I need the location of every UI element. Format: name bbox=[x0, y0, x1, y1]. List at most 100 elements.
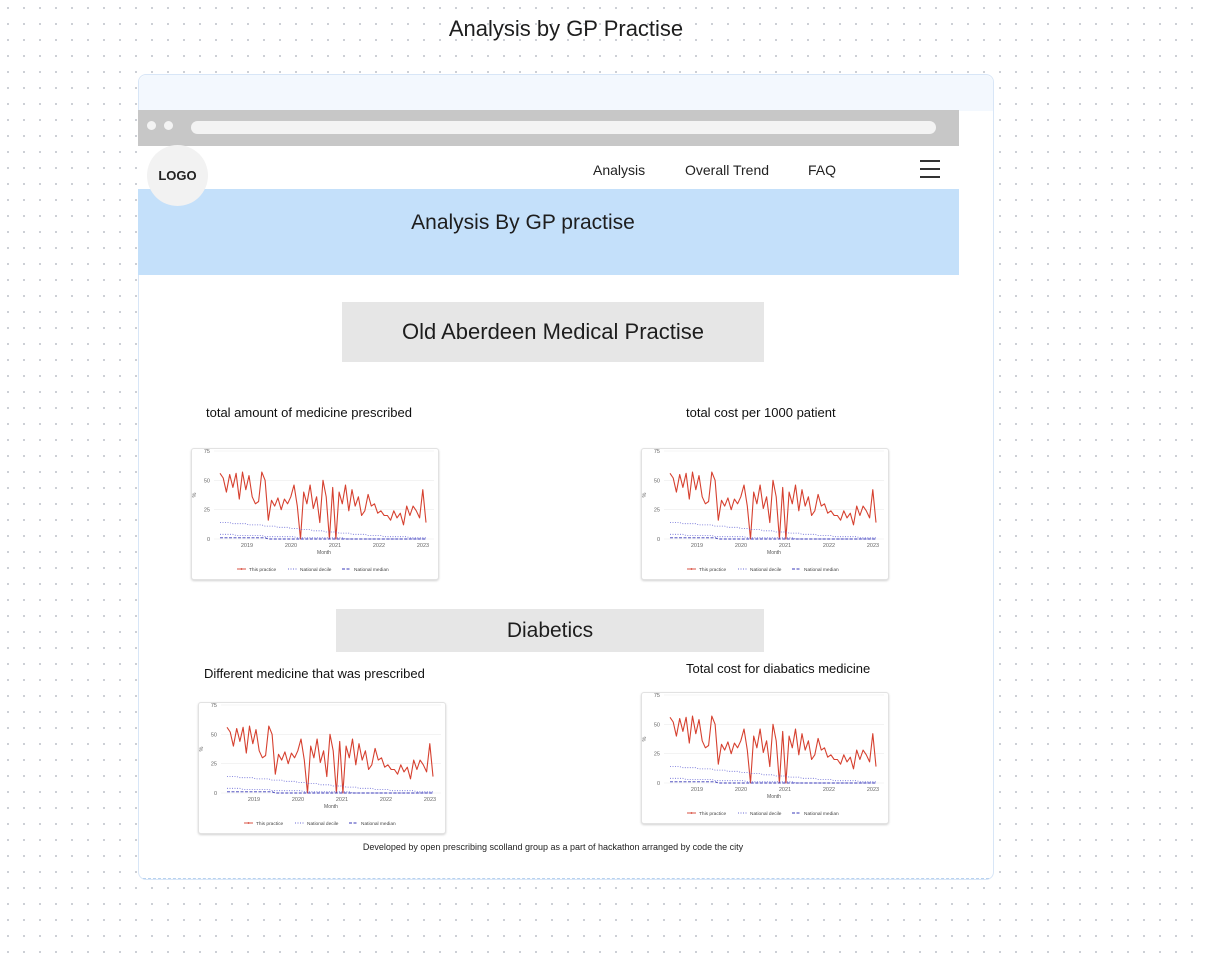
legend-label: This practice bbox=[256, 821, 284, 827]
legend-label: This practice bbox=[699, 811, 727, 817]
series-line bbox=[670, 781, 876, 784]
x-axis-label: Month bbox=[324, 804, 338, 810]
legend-label: National median bbox=[361, 821, 396, 827]
x-tick-label: 2020 bbox=[285, 543, 297, 549]
line-chart: 0 25 50 75% 2019 2020 2021 2022 2023 Month This pr… bbox=[199, 703, 441, 827]
series-line bbox=[220, 537, 426, 540]
nav-overall-trend[interactable]: Overall Trend bbox=[685, 162, 770, 178]
legend-label: National median bbox=[804, 811, 839, 817]
chart-card-medicine-amount: 0 25 50 75% 2019 2020 2021 2022 2023 Month This pr… bbox=[191, 448, 439, 580]
window-dot-icon bbox=[164, 121, 173, 130]
legend-label: National decile bbox=[750, 811, 782, 817]
x-tick-label: 2019 bbox=[691, 543, 703, 549]
x-tick-label: 2020 bbox=[735, 543, 747, 549]
line-chart: 0 25 50 75% 2019 2020 2021 2022 2023 Month This pr… bbox=[642, 693, 884, 817]
x-axis-label: Month bbox=[767, 794, 781, 800]
legend-label: This practice bbox=[699, 567, 727, 573]
y-tick-label: 0 bbox=[214, 791, 217, 797]
y-tick-label: 0 bbox=[657, 781, 660, 787]
chart-label: total cost per 1000 patient bbox=[686, 405, 836, 420]
legend-label: National decile bbox=[307, 821, 339, 827]
y-axis-label: % bbox=[642, 492, 648, 497]
y-tick-label: 50 bbox=[654, 478, 660, 484]
frame-title: Analysis by GP Practise bbox=[448, 16, 684, 41]
y-tick-label: 50 bbox=[211, 732, 217, 738]
y-tick-label: 50 bbox=[204, 478, 210, 484]
y-tick-label: 75 bbox=[654, 449, 660, 455]
x-tick-label: 2019 bbox=[241, 543, 253, 549]
hero-title: Analysis By GP practise bbox=[411, 211, 635, 234]
x-tick-label: 2022 bbox=[373, 543, 385, 549]
y-tick-label: 75 bbox=[654, 693, 660, 699]
legend-marker bbox=[690, 812, 693, 814]
x-tick-label: 2021 bbox=[329, 543, 341, 549]
legend-marker bbox=[690, 568, 693, 570]
x-axis-label: Month bbox=[767, 550, 781, 556]
series-line bbox=[219, 471, 427, 540]
x-tick-label: 2020 bbox=[735, 787, 747, 793]
y-tick-label: 25 bbox=[654, 508, 660, 514]
x-tick-label: 2022 bbox=[380, 797, 392, 803]
line-chart: 0 25 50 75% 2019 2020 2021 2022 2023 Month This pr… bbox=[642, 449, 884, 573]
chart-label: total amount of medicine prescribed bbox=[206, 405, 412, 420]
hamburger-menu-icon[interactable] bbox=[920, 160, 940, 178]
x-tick-label: 2019 bbox=[248, 797, 260, 803]
x-tick-label: 2021 bbox=[779, 787, 791, 793]
legend-label: National decile bbox=[750, 567, 782, 573]
series-line bbox=[670, 537, 876, 540]
chart-card-diabetic-cost: 0 25 50 75% 2019 2020 2021 2022 2023 Month This pr… bbox=[641, 692, 889, 824]
y-tick-label: 75 bbox=[204, 449, 210, 455]
navbar: Analysis Overall Trend FAQ bbox=[138, 146, 959, 189]
x-axis-label: Month bbox=[317, 550, 331, 556]
window-dot-icon bbox=[147, 121, 156, 130]
url-bar[interactable] bbox=[191, 121, 936, 134]
series-line bbox=[220, 522, 426, 539]
y-tick-label: 0 bbox=[657, 537, 660, 543]
legend-label: National median bbox=[354, 567, 389, 573]
legend-label: National decile bbox=[300, 567, 332, 573]
section-title-diabetics: Diabetics bbox=[336, 609, 764, 652]
y-tick-label: 50 bbox=[654, 722, 660, 728]
practice-title: Old Aberdeen Medical Practise bbox=[342, 302, 764, 362]
legend-label: This practice bbox=[249, 567, 277, 573]
series-line bbox=[227, 791, 433, 794]
x-tick-label: 2023 bbox=[424, 797, 436, 803]
browser-bar bbox=[138, 110, 959, 146]
x-tick-label: 2022 bbox=[823, 787, 835, 793]
chart-card-different-medicine: 0 25 50 75% 2019 2020 2021 2022 2023 Month This pr… bbox=[198, 702, 446, 834]
footer-credit: Developed by open prescribing scolland g… bbox=[362, 842, 744, 852]
line-chart: 0 25 50 75% 2019 2020 2021 2022 2023 Month This pr… bbox=[192, 449, 434, 573]
x-tick-label: 2021 bbox=[779, 543, 791, 549]
canvas-top-band bbox=[139, 75, 993, 111]
logo[interactable]: LOGO bbox=[147, 145, 208, 206]
y-axis-label: % bbox=[199, 746, 205, 751]
series-line bbox=[670, 522, 876, 539]
series-line bbox=[227, 776, 433, 793]
x-tick-label: 2022 bbox=[823, 543, 835, 549]
legend-marker bbox=[240, 568, 243, 570]
chart-card-cost-per-1000: 0 25 50 75% 2019 2020 2021 2022 2023 Month This pr… bbox=[641, 448, 889, 580]
y-tick-label: 25 bbox=[204, 508, 210, 514]
canvas-bottom-edge bbox=[143, 878, 989, 879]
x-tick-label: 2021 bbox=[336, 797, 348, 803]
y-tick-label: 75 bbox=[211, 703, 217, 709]
x-tick-label: 2023 bbox=[867, 787, 879, 793]
y-tick-label: 25 bbox=[654, 752, 660, 758]
legend-marker bbox=[247, 822, 250, 824]
y-axis-label: % bbox=[192, 492, 198, 497]
series-line bbox=[669, 471, 877, 540]
hero-banner: Analysis By GP practise bbox=[138, 189, 959, 275]
x-tick-label: 2023 bbox=[867, 543, 879, 549]
y-axis-label: % bbox=[642, 736, 648, 741]
x-tick-label: 2019 bbox=[691, 787, 703, 793]
y-tick-label: 0 bbox=[207, 537, 210, 543]
x-tick-label: 2023 bbox=[417, 543, 429, 549]
series-line bbox=[669, 715, 877, 784]
x-tick-label: 2020 bbox=[292, 797, 304, 803]
legend-label: National median bbox=[804, 567, 839, 573]
nav-faq[interactable]: FAQ bbox=[808, 162, 837, 178]
chart-label: Different medicine that was prescribed bbox=[204, 666, 425, 681]
nav-analysis[interactable]: Analysis bbox=[593, 162, 646, 178]
y-tick-label: 25 bbox=[211, 762, 217, 768]
series-line bbox=[670, 766, 876, 783]
